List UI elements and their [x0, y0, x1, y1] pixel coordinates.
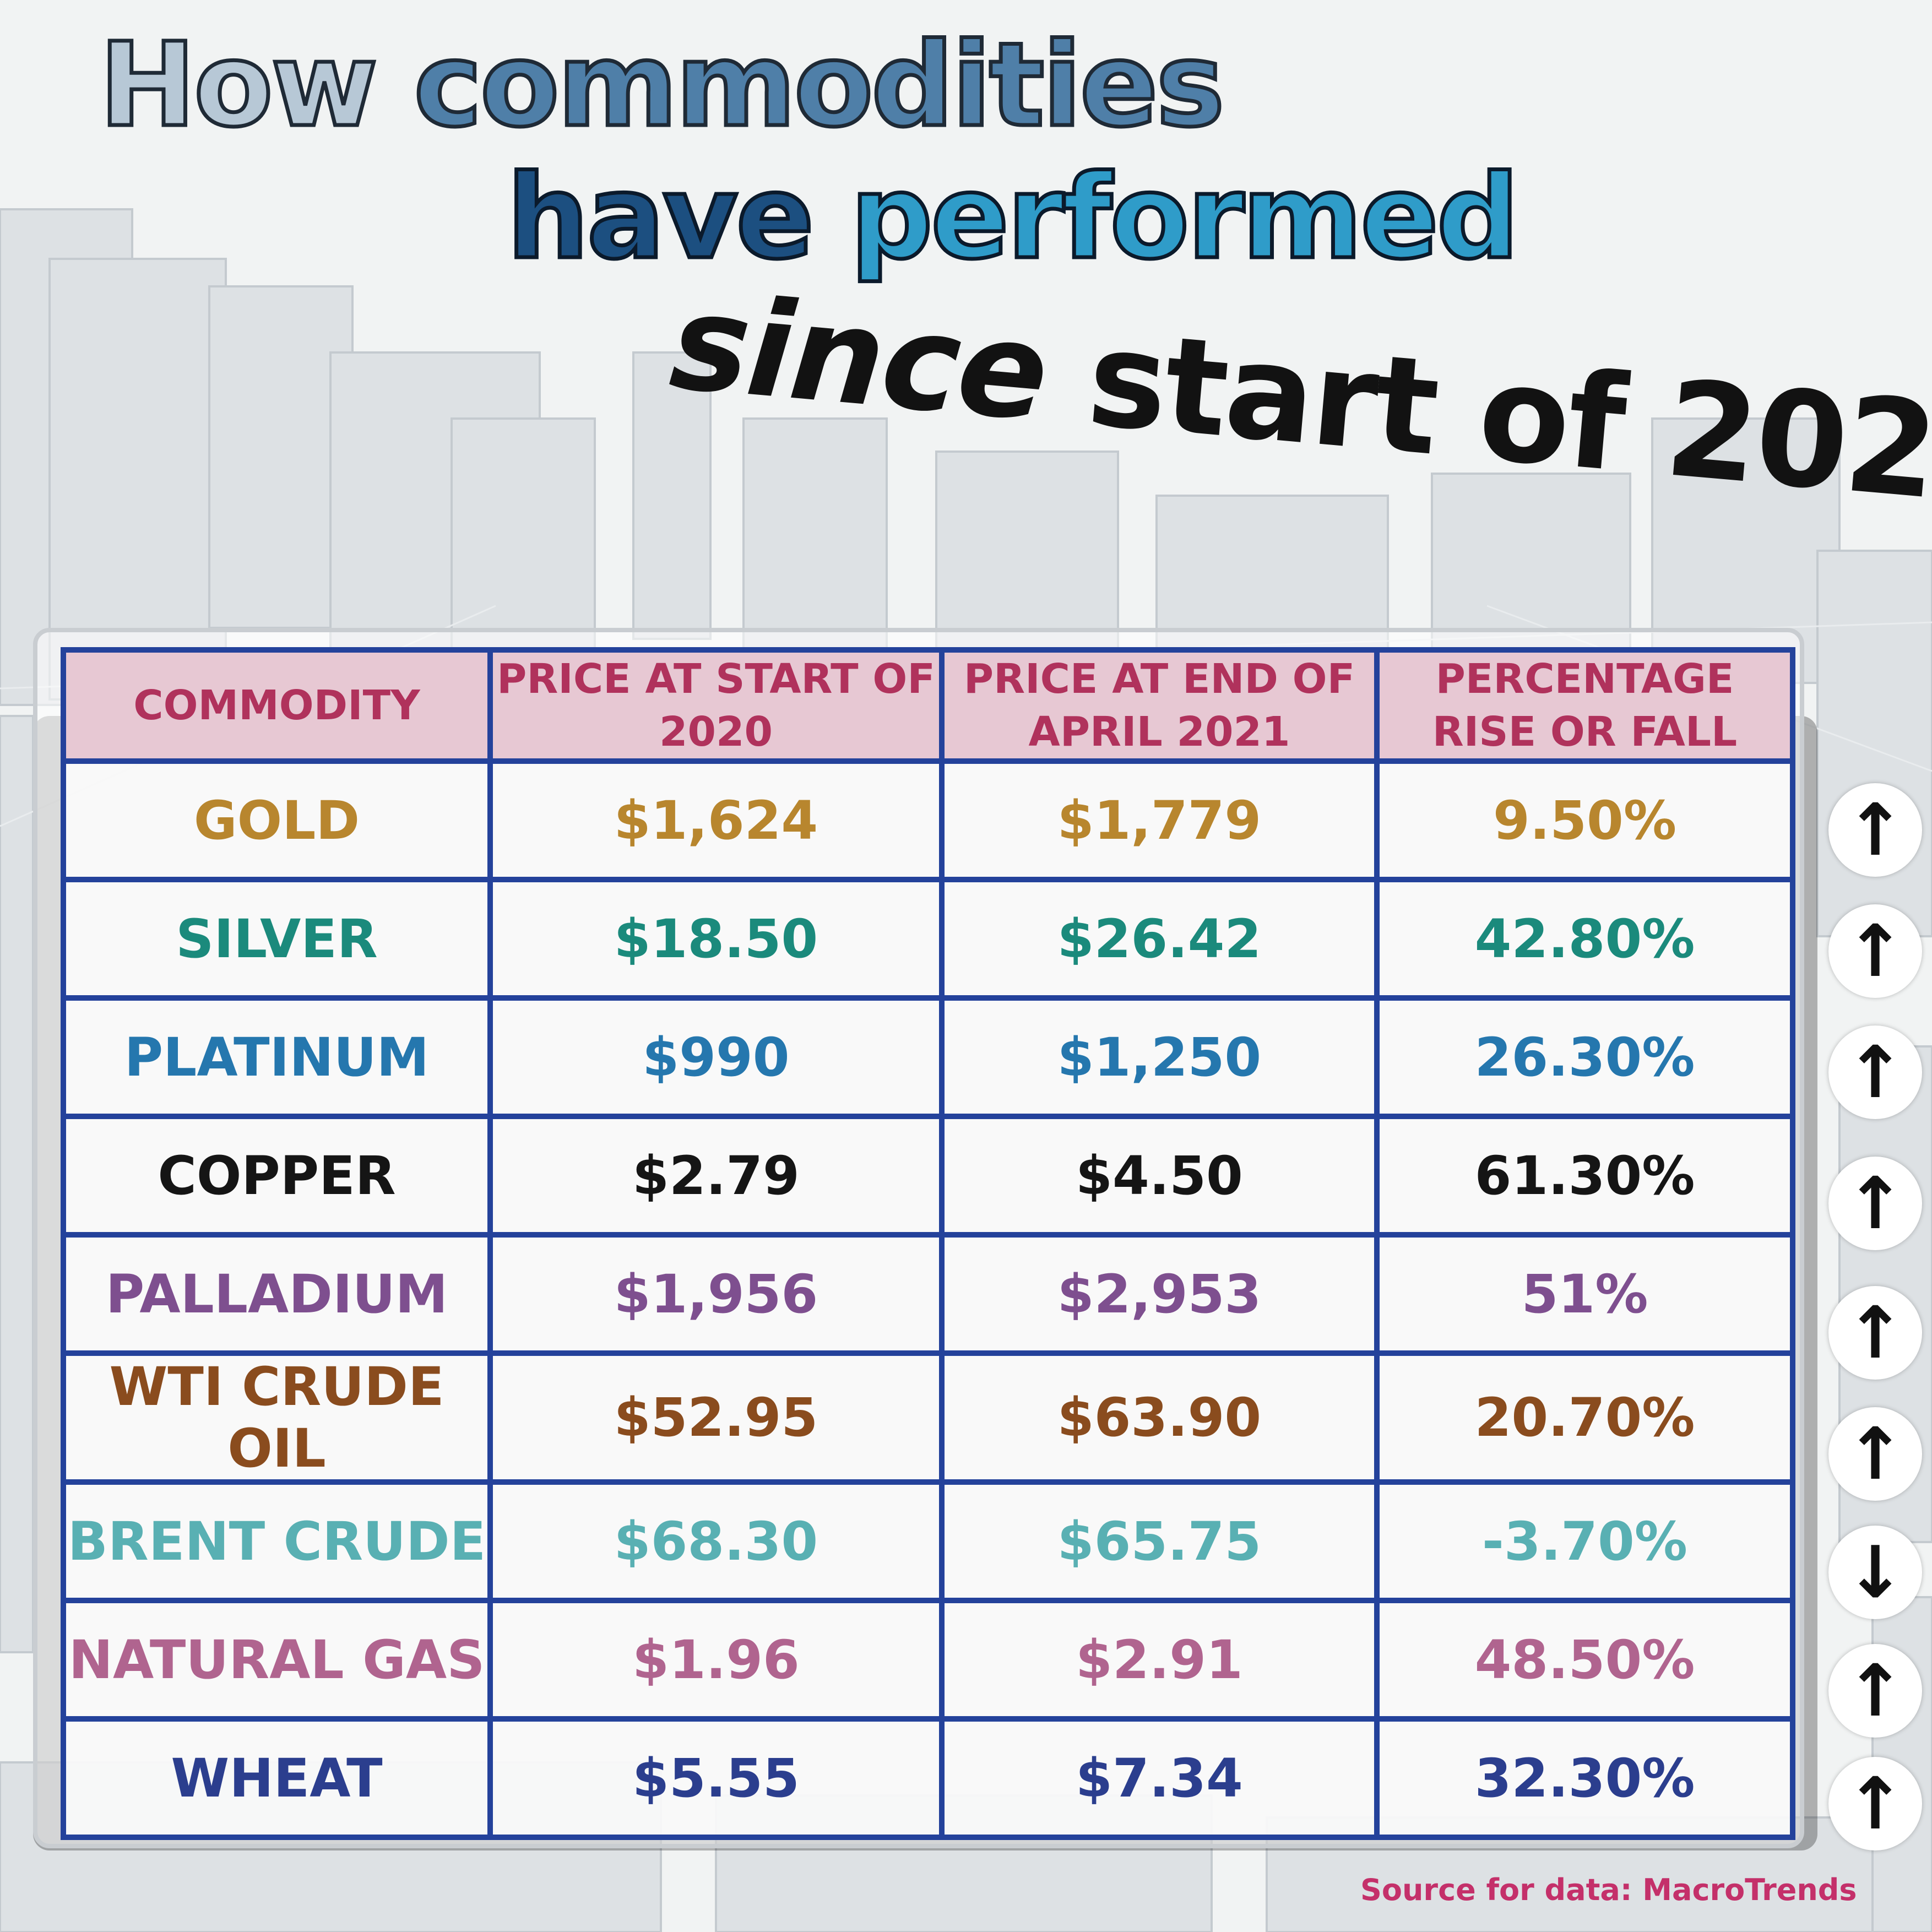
cell-end-price: $26.42: [939, 877, 1380, 1001]
cell-commodity: PALLADIUM: [61, 1232, 493, 1356]
title-line-1: How commodities: [97, 25, 1227, 145]
cell-commodity: WHEAT: [61, 1716, 493, 1841]
title-line-2: have performed: [505, 158, 1522, 277]
arrow-up-icon: ↑: [1828, 783, 1922, 877]
cell-commodity: COPPER: [61, 1114, 493, 1238]
cell-change: 48.50%: [1374, 1598, 1795, 1722]
arrow-down-icon: ↓: [1828, 1526, 1922, 1619]
arrow-up-icon: ↑: [1828, 1644, 1922, 1738]
cell-change: -3.70%: [1374, 1479, 1795, 1604]
table-row: BRENT CRUDE $68.30 $65.75 -3.70%: [61, 1479, 1795, 1604]
cell-commodity: BRENT CRUDE: [61, 1479, 493, 1604]
title-since: since: [665, 264, 1052, 451]
cell-start-price: $52.95: [487, 1350, 945, 1485]
cell-change: 51%: [1374, 1232, 1795, 1356]
cell-start-price: $68.30: [487, 1479, 945, 1604]
cell-commodity: PLATINUM: [61, 995, 493, 1120]
source-credit: Source for data: MacroTrends: [1360, 1873, 1857, 1907]
cell-start-price: $2.79: [487, 1114, 945, 1238]
cell-change: 32.30%: [1374, 1716, 1795, 1841]
title-have: have: [505, 150, 817, 285]
title-how: How: [97, 18, 379, 153]
header-price-start: PRICE AT START OF 2020: [487, 647, 945, 764]
cell-end-price: $4.50: [939, 1114, 1380, 1238]
cell-change: 26.30%: [1374, 995, 1795, 1120]
cell-commodity: SILVER: [61, 877, 493, 1001]
cell-end-price: $1,250: [939, 995, 1380, 1120]
cell-commodity: GOLD: [61, 758, 493, 883]
arrow-up-icon: ↑: [1828, 1025, 1922, 1119]
table-row: COPPER $2.79 $4.50 61.30%: [61, 1114, 1795, 1238]
header-price-end: PRICE AT END OF APRIL 2021: [939, 647, 1380, 764]
arrow-up-icon: ↑: [1828, 904, 1922, 998]
table-row: WHEAT $5.55 $7.34 32.30%: [61, 1716, 1795, 1841]
arrow-up-icon: ↑: [1828, 1157, 1922, 1250]
arrow-up-icon: ↑: [1828, 1407, 1922, 1501]
title-performed: performed: [848, 150, 1521, 285]
cell-end-price: $2.91: [939, 1598, 1380, 1722]
arrow-up-icon: ↑: [1828, 1286, 1922, 1380]
header-commodity: COMMODITY: [61, 647, 493, 764]
table-row: WTI CRUDE OIL $52.95 $63.90 20.70%: [61, 1350, 1795, 1485]
table-row: SILVER $18.50 $26.42 42.80%: [61, 877, 1795, 1001]
cell-start-price: $990: [487, 995, 945, 1120]
table-row: PALLADIUM $1,956 $2,953 51%: [61, 1232, 1795, 1356]
header-percentage: PERCENTAGE RISE OR FALL: [1374, 647, 1795, 764]
cell-end-price: $7.34: [939, 1716, 1380, 1841]
cell-start-price: $1,956: [487, 1232, 945, 1356]
cell-end-price: $65.75: [939, 1479, 1380, 1604]
cell-start-price: $5.55: [487, 1716, 945, 1841]
cell-end-price: $2,953: [939, 1232, 1380, 1356]
cell-change: 20.70%: [1374, 1350, 1795, 1485]
cell-start-price: $1.96: [487, 1598, 945, 1722]
cell-end-price: $63.90: [939, 1350, 1380, 1485]
table-header-row: COMMODITY PRICE AT START OF 2020 PRICE A…: [61, 647, 1795, 764]
cell-change: 61.30%: [1374, 1114, 1795, 1238]
cell-start-price: $1,624: [487, 758, 945, 883]
cell-end-price: $1,779: [939, 758, 1380, 883]
title-commodities: commodities: [412, 18, 1227, 153]
cell-commodity: NATURAL GAS: [61, 1598, 493, 1722]
cell-start-price: $18.50: [487, 877, 945, 1001]
arrow-up-icon: ↑: [1828, 1757, 1922, 1850]
cell-change: 42.80%: [1374, 877, 1795, 1001]
cell-change: 9.50%: [1374, 758, 1795, 883]
table-row: PLATINUM $990 $1,250 26.30%: [61, 995, 1795, 1120]
table-row: NATURAL GAS $1.96 $2.91 48.50%: [61, 1598, 1795, 1722]
table-row: GOLD $1,624 $1,779 9.50%: [61, 758, 1795, 883]
commodities-table: COMMODITY PRICE AT START OF 2020 PRICE A…: [61, 647, 1795, 1841]
cell-commodity: WTI CRUDE OIL: [61, 1350, 493, 1485]
